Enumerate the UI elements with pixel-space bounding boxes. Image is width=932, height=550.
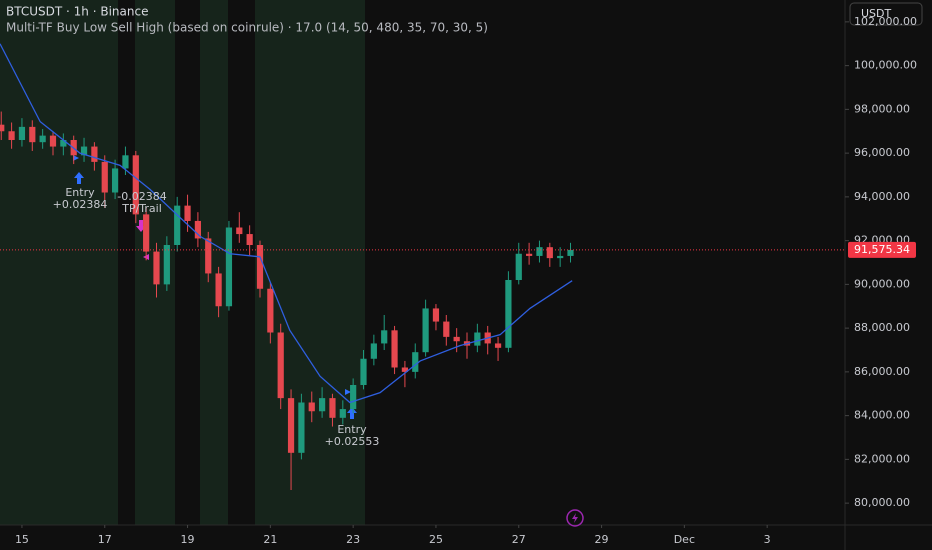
annotation: +0.02553	[325, 435, 380, 448]
candle-body	[194, 220, 202, 239]
candle-body	[163, 245, 170, 285]
candle-body	[443, 321, 450, 337]
candle-body	[546, 247, 553, 259]
candle-body	[391, 330, 398, 368]
candle-body	[381, 330, 388, 344]
candle-body	[401, 367, 409, 372]
candle-body	[132, 155, 139, 215]
y-tick-label: 96,000.00	[854, 146, 910, 159]
lightning-icon[interactable]	[566, 509, 584, 527]
candle-body	[246, 234, 253, 245]
candle-body	[350, 385, 357, 410]
candle-body	[80, 146, 88, 156]
candle-body	[29, 126, 36, 143]
candle-body	[432, 308, 440, 322]
candle-body	[256, 245, 264, 289]
session-shading	[0, 0, 365, 525]
x-tick-label: 21	[263, 533, 277, 546]
candle-body	[412, 352, 419, 372]
last-price-box	[848, 241, 916, 258]
candle-body	[91, 146, 98, 162]
candle-body	[143, 214, 150, 252]
candle-body	[225, 227, 233, 307]
candle-body	[494, 343, 502, 348]
currency-label[interactable]: USDT	[861, 7, 892, 20]
candle-body	[0, 124, 5, 132]
y-tick-label: 86,000.00	[854, 365, 910, 378]
candle-body	[101, 161, 108, 193]
candle-body	[18, 126, 26, 140]
annotation: TP/Trail	[121, 202, 162, 215]
candle-body	[329, 398, 336, 418]
candle-body	[505, 280, 512, 348]
y-tick-label: 80,000.00	[854, 496, 910, 509]
candle-body	[184, 205, 191, 221]
candle-body	[236, 227, 243, 235]
y-tick-label: 94,000.00	[854, 190, 910, 203]
x-tick-label: 17	[98, 533, 112, 546]
candle-body	[153, 251, 160, 285]
y-tick-label: 90,000.00	[854, 277, 910, 290]
chart-title: BTCUSDT · 1h · Binance	[6, 5, 148, 19]
currency-button[interactable]	[849, 2, 923, 26]
candle-body	[122, 155, 129, 169]
candle-body	[308, 402, 315, 412]
candle-body	[422, 308, 429, 353]
y-tick-label: 100,000.00	[854, 59, 917, 72]
annotation: -0.02384	[117, 190, 166, 203]
y-tick-label: 98,000.00	[854, 102, 910, 115]
annotation: Entry	[337, 423, 367, 436]
y-tick-label: 84,000.00	[854, 409, 910, 422]
candle-body	[49, 135, 57, 147]
x-tick-label: 27	[512, 533, 526, 546]
candle-body	[298, 402, 305, 453]
y-tick-label: 82,000.00	[854, 452, 910, 465]
candle-body	[215, 273, 222, 307]
x-tick-label: 25	[429, 533, 443, 546]
candle-body	[339, 409, 346, 418]
candle-body	[174, 205, 181, 245]
candle-body	[111, 168, 119, 193]
y-tick-label: 88,000.00	[854, 321, 910, 334]
x-tick-label: 19	[181, 533, 195, 546]
candle-body	[277, 332, 284, 399]
candle-body	[60, 140, 67, 147]
annotation: Entry	[65, 186, 95, 199]
candle-body	[39, 135, 46, 143]
x-tick-label: Dec	[674, 533, 695, 546]
indicator-label: Multi-TF Buy Low Sell High (based on coi…	[6, 21, 488, 35]
moving-average	[0, 43, 573, 404]
x-tick-label: 29	[595, 533, 609, 546]
candle-body	[453, 336, 460, 342]
candle-body	[287, 398, 295, 453]
candle-body	[205, 238, 212, 274]
annotation: +0.02384	[53, 198, 108, 211]
candle-body	[474, 332, 481, 346]
x-tick-label: 15	[15, 533, 29, 546]
last-price-label: 91,575.34	[854, 243, 910, 256]
candle-body	[526, 253, 533, 256]
candle-body	[536, 247, 543, 256]
candle-body	[557, 255, 564, 259]
candle-body	[515, 253, 522, 280]
x-tick-label: 23	[346, 533, 360, 546]
candle-body	[370, 343, 377, 359]
candle-body	[267, 288, 274, 333]
candle-body	[567, 249, 574, 256]
candle-body	[360, 358, 367, 385]
y-tick-label: 102,000.00	[854, 15, 917, 28]
x-tick-label: 3	[764, 533, 771, 546]
candle-body	[318, 398, 326, 412]
candle-body	[8, 131, 15, 140]
